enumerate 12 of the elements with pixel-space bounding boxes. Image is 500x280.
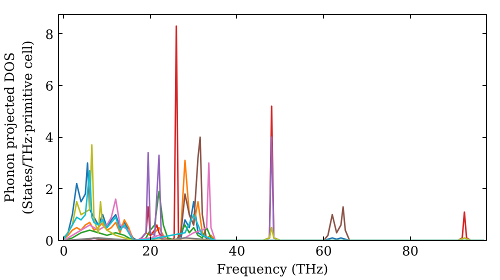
y-tick-label: 4 — [45, 131, 54, 146]
y-tick-label: 6 — [45, 80, 54, 95]
x-tick-label: 40 — [228, 244, 246, 260]
x-axis-title: Frequency (THz) — [216, 262, 328, 278]
y-tick-label: 0 — [45, 234, 54, 250]
x-tick-label: 20 — [142, 244, 159, 260]
y-tick-label: 2 — [45, 182, 54, 198]
y-tick-label: 8 — [45, 28, 54, 43]
x-tick-label: 0 — [60, 244, 68, 260]
y-axis-title: Phonon projected DOS (States/THz·primitive cell) — [3, 40, 36, 214]
x-tick-label: 60 — [315, 244, 332, 260]
x-tick-label: 80 — [402, 244, 419, 260]
